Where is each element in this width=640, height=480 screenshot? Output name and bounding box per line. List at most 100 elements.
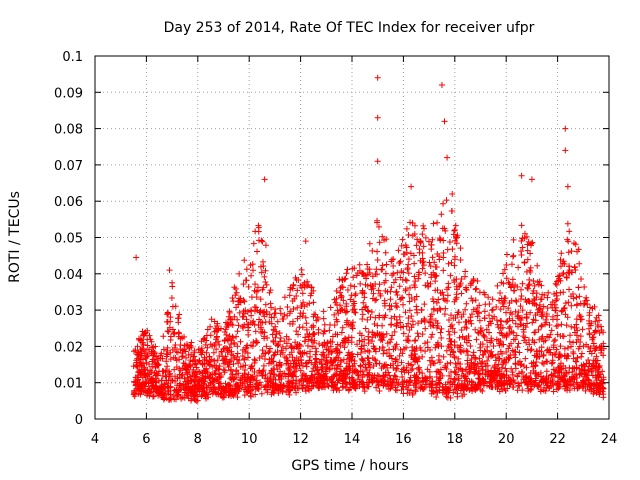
data-point [428, 246, 435, 253]
data-point [261, 308, 268, 315]
data-point [561, 345, 568, 352]
data-point [391, 313, 398, 320]
data-point [230, 298, 237, 305]
data-point [560, 270, 567, 277]
data-point [376, 373, 383, 380]
data-point [323, 354, 330, 361]
data-point [591, 329, 598, 336]
data-point [438, 325, 445, 332]
data-point [568, 302, 575, 309]
data-point [363, 303, 370, 310]
data-point [510, 236, 517, 243]
data-point [562, 353, 569, 360]
data-point [545, 289, 552, 296]
x-tick-label: 10 [241, 432, 258, 447]
data-point [415, 365, 422, 372]
data-point [230, 334, 237, 341]
data-point [300, 371, 307, 378]
data-point [374, 257, 381, 264]
data-point [352, 384, 359, 391]
data-point [432, 273, 439, 280]
data-point [272, 349, 279, 356]
data-point [436, 375, 443, 382]
data-point [165, 328, 172, 335]
data-point [343, 270, 350, 277]
data-point [574, 381, 581, 388]
data-point [580, 343, 587, 350]
data-point [434, 368, 441, 375]
data-point [313, 355, 320, 362]
data-point [525, 337, 532, 344]
data-point [198, 351, 205, 358]
data-point [527, 347, 534, 354]
data-point [332, 299, 339, 306]
data-point [531, 296, 538, 303]
data-point [499, 350, 506, 357]
data-point [451, 375, 458, 382]
data-point [239, 323, 246, 330]
data-point [248, 393, 255, 400]
data-point [531, 339, 538, 346]
data-point [337, 342, 344, 349]
x-tick-label: 22 [549, 432, 566, 447]
data-point [290, 360, 297, 367]
data-point [459, 368, 466, 375]
data-point [412, 284, 419, 291]
data-point [451, 386, 458, 393]
data-point [151, 350, 158, 357]
data-point [141, 370, 148, 377]
data-point [167, 356, 174, 363]
data-point [491, 375, 498, 382]
data-point [328, 349, 335, 356]
data-point [468, 320, 475, 327]
data-point [359, 306, 366, 313]
data-point [542, 387, 549, 394]
data-point [251, 359, 258, 366]
data-point [571, 263, 578, 270]
data-point [581, 300, 588, 307]
data-point [502, 365, 509, 372]
data-point [385, 386, 392, 393]
data-point [277, 351, 284, 358]
data-point [234, 350, 241, 357]
data-point [290, 377, 297, 384]
data-point [475, 330, 482, 337]
data-point [538, 323, 545, 330]
data-point [303, 320, 310, 327]
data-point [298, 359, 305, 366]
data-point [231, 284, 238, 291]
data-point [132, 347, 139, 354]
data-point [391, 328, 398, 335]
data-point [150, 378, 157, 385]
data-point [552, 336, 559, 343]
data-point [528, 176, 535, 183]
data-point [458, 372, 465, 379]
data-point [385, 369, 392, 376]
data-point [492, 369, 499, 376]
data-point [473, 285, 480, 292]
data-point [248, 375, 255, 382]
data-point [440, 200, 447, 207]
data-point [445, 280, 452, 287]
data-point [524, 256, 531, 263]
data-point [449, 381, 456, 388]
data-point [240, 313, 247, 320]
data-point [454, 309, 461, 316]
data-point [316, 340, 323, 347]
data-point [340, 378, 347, 385]
data-point [227, 367, 234, 374]
data-point [412, 381, 419, 388]
data-point [310, 382, 317, 389]
data-point [468, 359, 475, 366]
data-point [524, 247, 531, 254]
data-point [398, 268, 405, 275]
data-point [551, 301, 558, 308]
data-point [297, 342, 304, 349]
data-point [518, 379, 525, 386]
x-tick-label: 18 [447, 432, 464, 447]
data-point [259, 328, 266, 335]
data-point [335, 377, 342, 384]
data-point [452, 369, 459, 376]
y-tick-label: 0.08 [54, 123, 83, 138]
data-point [268, 314, 275, 321]
